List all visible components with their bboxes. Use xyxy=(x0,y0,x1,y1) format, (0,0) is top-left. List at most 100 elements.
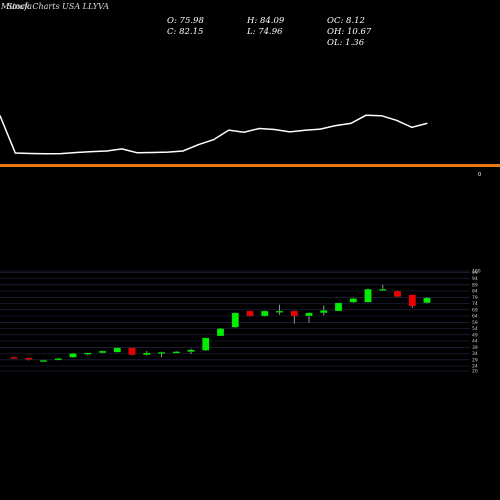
line-point xyxy=(228,129,230,131)
candle xyxy=(423,297,431,304)
candle-body-up xyxy=(320,310,328,314)
candle xyxy=(98,350,107,354)
line-point xyxy=(167,151,169,153)
candle xyxy=(231,312,239,328)
candle-body-up xyxy=(84,352,92,355)
y-tick-label: 54 xyxy=(472,326,478,332)
candle xyxy=(334,302,343,312)
y-tick-label: 49 xyxy=(472,332,478,338)
y-tick-label: 24 xyxy=(472,364,478,370)
candle xyxy=(261,310,269,317)
line-point xyxy=(304,129,306,131)
y-tick-label: 74 xyxy=(472,301,478,307)
candle-body-down xyxy=(25,357,33,360)
candle xyxy=(39,359,48,362)
candle-body-down xyxy=(128,347,136,355)
candle xyxy=(364,288,372,303)
candle xyxy=(172,351,180,354)
line-point xyxy=(350,122,352,124)
candle xyxy=(349,297,357,303)
high-value: H: 84.09 xyxy=(247,16,285,26)
line-point xyxy=(319,128,321,130)
candlestick-series xyxy=(10,284,431,362)
line-point xyxy=(60,153,62,155)
candle-body-down xyxy=(393,290,402,297)
line-point xyxy=(182,150,184,152)
y-tick-label: 39 xyxy=(472,345,478,351)
candle-body-down xyxy=(408,294,416,307)
candle-body-up xyxy=(187,349,195,352)
candle xyxy=(84,352,92,356)
candle-body-up xyxy=(275,310,284,313)
candle xyxy=(216,327,225,337)
line-point xyxy=(45,153,47,155)
oc-value: OC: 8.12 xyxy=(327,16,365,26)
candle xyxy=(157,351,166,358)
line-point xyxy=(197,144,199,146)
candle xyxy=(305,312,313,323)
candle-body-up xyxy=(216,328,225,337)
candle-body-down xyxy=(246,310,254,317)
y-tick-label: 64 xyxy=(472,314,478,320)
candle xyxy=(202,337,210,351)
y-tick-label: 79 xyxy=(472,295,478,301)
candle xyxy=(408,294,416,308)
line-point xyxy=(136,152,138,154)
y-tick-label: 29 xyxy=(472,357,478,363)
candle-body-up xyxy=(54,358,62,361)
candle-body-up xyxy=(98,350,107,354)
candle xyxy=(246,310,254,317)
price-grid xyxy=(0,270,470,372)
y-tick-label: 44 xyxy=(472,339,478,345)
line-point xyxy=(14,152,16,154)
y-tick-label: 59 xyxy=(472,320,478,326)
candle xyxy=(54,357,62,361)
candle-body-down xyxy=(10,357,18,359)
line-point xyxy=(334,125,337,127)
candle-body-up xyxy=(143,352,151,355)
candle-body-up xyxy=(231,312,239,328)
y-tick-label: 34 xyxy=(472,351,478,357)
oh-value: OH: 10.67 xyxy=(327,27,372,37)
candle xyxy=(290,310,298,324)
y-tick-label: 20 xyxy=(472,369,478,375)
line-point xyxy=(273,128,276,131)
line-point xyxy=(90,151,93,153)
line-point xyxy=(29,152,32,155)
line-point xyxy=(395,119,398,121)
line-point xyxy=(365,114,367,116)
candle xyxy=(187,348,195,355)
candle-body-down xyxy=(290,310,298,317)
line-point xyxy=(411,126,413,128)
top-panel xyxy=(0,114,428,155)
candle xyxy=(393,290,402,298)
candle-body-up xyxy=(261,310,269,317)
candle-body-up xyxy=(113,347,121,353)
candle-body-up xyxy=(349,298,357,303)
line-point xyxy=(380,115,382,117)
candle xyxy=(10,356,18,359)
candle xyxy=(320,305,328,316)
close-value: C: 82.15 xyxy=(167,27,204,37)
candle xyxy=(25,357,33,361)
line-point xyxy=(212,139,215,141)
y-tick-label: 89 xyxy=(472,282,478,288)
candle-body-up xyxy=(305,312,313,317)
candle xyxy=(128,347,136,356)
panel-divider xyxy=(0,164,500,167)
munafa-label: Munafa xyxy=(1,2,32,11)
candle-body-up xyxy=(69,353,77,358)
open-value: O: 75.98 xyxy=(167,16,204,26)
line-point xyxy=(243,131,245,133)
candle-body-up xyxy=(202,337,210,351)
line-point xyxy=(258,127,260,130)
line-point xyxy=(75,151,77,154)
line-point xyxy=(0,115,1,117)
ol-value: OL: 1.36 xyxy=(327,38,365,48)
candle xyxy=(113,347,121,353)
candle xyxy=(379,284,387,291)
y-tick-label: 99 xyxy=(472,270,478,276)
candle xyxy=(143,351,151,356)
